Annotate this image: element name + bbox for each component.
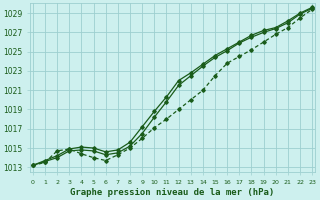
X-axis label: Graphe pression niveau de la mer (hPa): Graphe pression niveau de la mer (hPa): [70, 188, 275, 197]
